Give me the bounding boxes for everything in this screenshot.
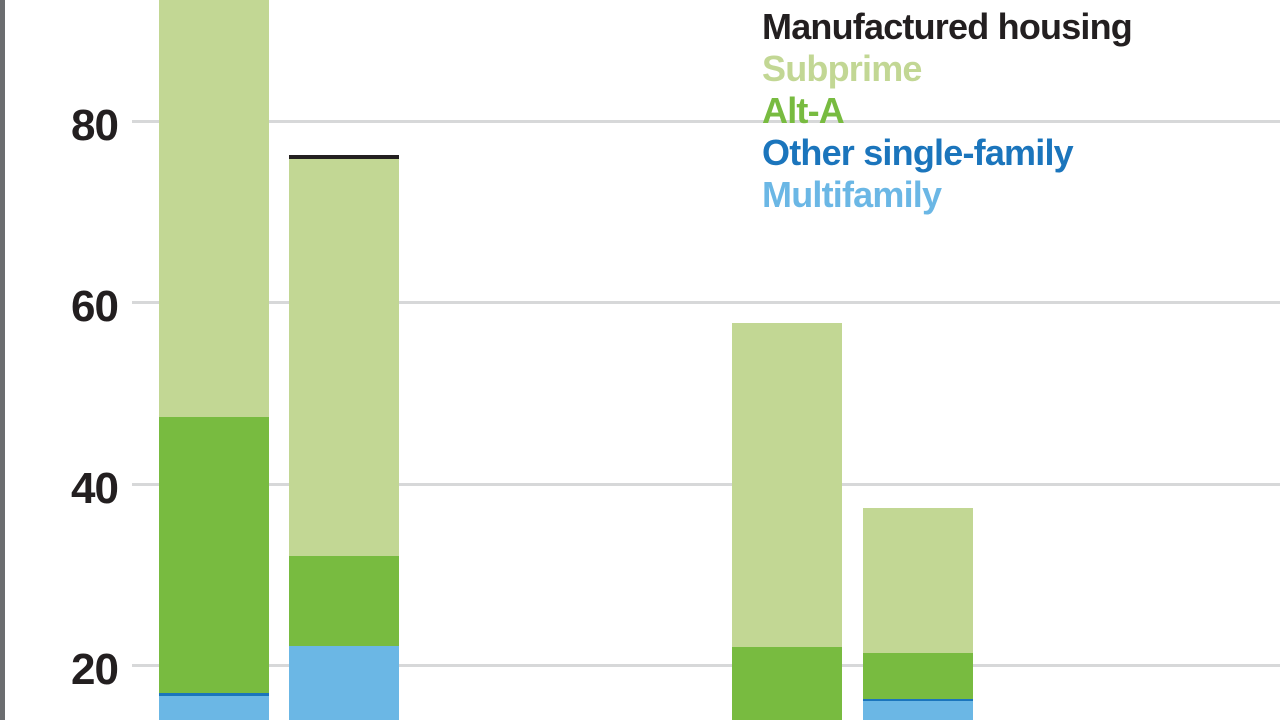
gridline-80 <box>132 120 1280 123</box>
bar-segment-multifamily <box>863 701 973 720</box>
y-tick-label-40: 40 <box>71 464 119 513</box>
chart-legend: Manufactured housing Subprime Alt-A Other s… <box>762 6 1133 216</box>
bar-segment-manufactured_housing <box>289 155 399 159</box>
legend-item-multifamily: Multifamily <box>762 174 942 215</box>
legend-item-subprime: Subprime <box>762 48 922 89</box>
legend-item-alt_a: Alt-A <box>762 90 845 131</box>
legend-item-manufactured_housing: Manufactured housing <box>762 6 1133 47</box>
gridline-40 <box>132 483 1280 486</box>
y-tick-label-20: 20 <box>71 645 119 694</box>
gridline-60 <box>132 301 1280 304</box>
stacked-bar-2 <box>289 0 399 720</box>
gridline-20 <box>132 664 1280 667</box>
bar-segment-other_single_family <box>159 693 269 696</box>
bar-segment-subprime <box>732 322 842 648</box>
stacked-bar-1 <box>159 0 269 720</box>
y-tick-label-60: 60 <box>71 282 119 331</box>
bar-segment-subprime <box>863 507 973 654</box>
bar-segment-alt_a <box>863 653 973 699</box>
bar-segment-other_single_family <box>863 698 973 702</box>
bar-segment-alt_a <box>732 647 842 720</box>
bar-segment-alt_a <box>289 555 399 647</box>
y-tick-label-80: 80 <box>71 101 119 150</box>
stacked-bar-4 <box>863 0 973 720</box>
y-axis-line <box>0 0 5 720</box>
bar-segment-subprime <box>159 0 269 417</box>
bar-segment-subprime <box>289 158 399 556</box>
bar-segment-multifamily <box>159 696 269 720</box>
stacked-bar-3 <box>732 0 842 720</box>
legend-item-other_single_family: Other single-family <box>762 132 1074 173</box>
bar-segment-multifamily <box>289 646 399 720</box>
bar-segment-alt_a <box>159 417 269 694</box>
